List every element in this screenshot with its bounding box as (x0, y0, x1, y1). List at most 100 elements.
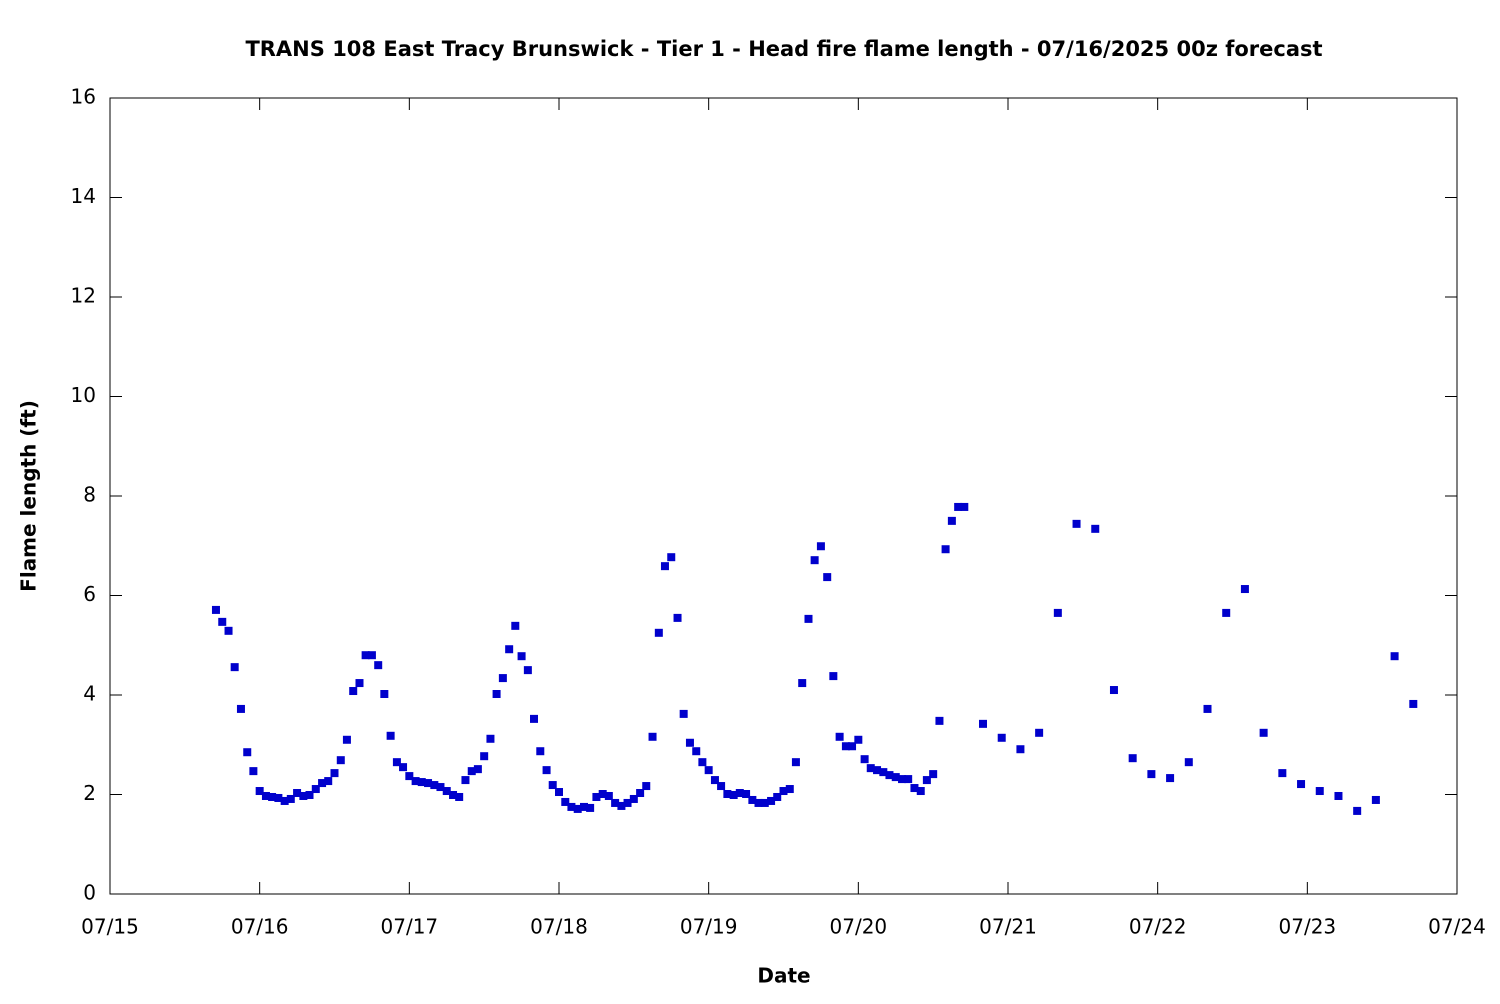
data-point (211, 605, 220, 614)
data-point (480, 752, 489, 761)
data-point (798, 679, 807, 688)
data-point (879, 768, 888, 777)
data-point (592, 792, 601, 801)
y-tick-label: 10 (71, 383, 96, 407)
data-point (255, 787, 264, 796)
x-axis-label: Date (757, 964, 810, 988)
data-point (224, 626, 233, 635)
data-point (1053, 608, 1062, 617)
data-point (767, 796, 776, 805)
data-point (773, 792, 782, 801)
x-tick-label: 07/15 (81, 915, 139, 939)
data-point (392, 758, 401, 767)
data-point (405, 772, 414, 781)
data-point (349, 687, 358, 696)
data-point (929, 770, 938, 779)
data-point (561, 797, 570, 806)
data-point (735, 789, 744, 798)
data-point (442, 787, 451, 796)
data-point (698, 758, 707, 767)
data-point (648, 732, 657, 741)
data-point (355, 679, 364, 688)
data-point (1072, 519, 1081, 528)
data-point (430, 781, 439, 790)
data-point (498, 674, 507, 683)
x-tick-label: 07/19 (680, 915, 738, 939)
data-point (617, 801, 626, 810)
data-point (268, 792, 277, 801)
y-tick-label: 4 (83, 682, 96, 706)
data-point (604, 791, 613, 800)
y-tick-label: 12 (71, 284, 96, 308)
y-tick-label: 16 (71, 85, 96, 109)
data-point (1390, 652, 1399, 661)
data-point (336, 756, 345, 765)
data-point (854, 735, 863, 744)
data-point (1109, 686, 1118, 695)
data-point (816, 542, 825, 551)
data-point (280, 796, 289, 805)
data-point (467, 767, 476, 776)
data-point (860, 755, 869, 764)
data-point (1184, 758, 1193, 767)
data-point (1091, 524, 1100, 533)
data-point (654, 628, 663, 637)
data-point (1016, 745, 1025, 754)
data-point (511, 621, 520, 630)
data-point (1128, 754, 1137, 763)
data-point (261, 791, 270, 800)
data-point (785, 785, 794, 794)
data-point (885, 771, 894, 780)
data-point (1240, 585, 1249, 594)
y-tick-label: 6 (83, 582, 96, 606)
data-point (461, 776, 470, 785)
data-point (486, 734, 495, 743)
data-point (997, 733, 1006, 742)
data-point (536, 747, 545, 756)
x-tick-label: 07/23 (1279, 915, 1337, 939)
data-point (330, 769, 339, 778)
data-point (598, 790, 607, 799)
data-point (1222, 608, 1231, 617)
data-point (935, 716, 944, 725)
data-point (791, 758, 800, 767)
data-point (829, 672, 838, 681)
data-point (342, 735, 351, 744)
data-point (411, 777, 420, 786)
data-point (299, 791, 308, 800)
data-point (218, 617, 227, 626)
data-point (1371, 795, 1380, 804)
data-point (542, 766, 551, 775)
data-point (891, 773, 900, 782)
data-point (523, 666, 532, 675)
data-point (692, 747, 701, 756)
data-point (374, 661, 383, 670)
data-point (866, 764, 875, 773)
data-point (318, 779, 327, 788)
data-point (873, 766, 882, 775)
data-point (473, 765, 482, 774)
data-point (954, 502, 963, 511)
data-point (679, 709, 688, 718)
data-point (1315, 787, 1324, 796)
data-point (742, 790, 751, 799)
data-point (492, 690, 501, 699)
data-point (717, 782, 726, 791)
data-point (660, 562, 669, 571)
x-tick-label: 07/17 (381, 915, 439, 939)
data-point (704, 766, 713, 775)
data-point (1259, 728, 1268, 737)
data-point (611, 798, 620, 807)
x-tick-label: 07/20 (830, 915, 888, 939)
data-point (436, 783, 445, 792)
data-point (361, 651, 370, 660)
data-point (530, 714, 539, 723)
data-point (804, 614, 813, 623)
data-point (636, 789, 645, 798)
data-point (848, 742, 857, 751)
data-point (667, 553, 676, 562)
x-tick-label: 07/21 (979, 915, 1037, 939)
data-point (573, 804, 582, 813)
data-point (293, 789, 302, 798)
